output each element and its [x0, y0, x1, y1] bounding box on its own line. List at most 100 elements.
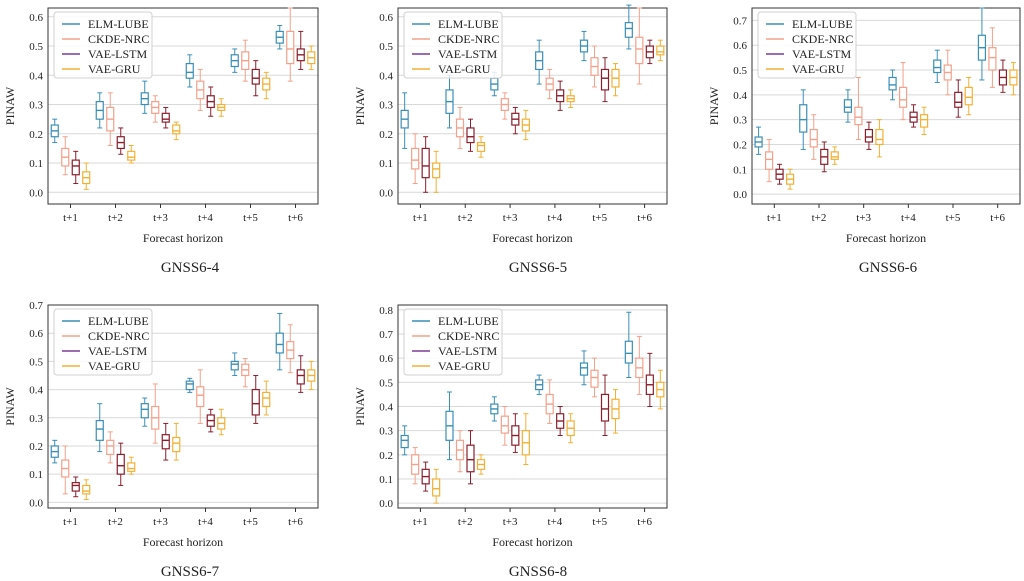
legend-label: ELM-LUBE	[792, 17, 853, 31]
x-tick-label: t+1	[413, 212, 428, 224]
box-vae-lstm-t+3	[511, 106, 520, 135]
box-body	[500, 415, 509, 434]
box-vae-gru-t+1	[82, 162, 91, 190]
box-body	[624, 340, 633, 364]
y-tick-label: 0.8	[379, 305, 393, 317]
box-body	[919, 114, 929, 128]
legend-box	[757, 11, 857, 79]
box-vae-gru-t+2	[476, 454, 486, 475]
x-tick-label: t+2	[812, 212, 827, 224]
box-ckde-nrc-t+2	[455, 106, 465, 149]
box-elm-lube-t+2	[95, 403, 104, 453]
box-ckde-nrc-t+5	[241, 39, 250, 82]
y-tick-label: 0.2	[29, 441, 43, 453]
y-tick-label: 0.4	[29, 385, 43, 397]
box-vae-lstm-t+6	[296, 355, 305, 393]
box-body	[579, 362, 589, 376]
box-body	[600, 68, 610, 91]
y-tick-label: 0.1	[379, 474, 393, 486]
box-body	[411, 147, 420, 170]
box-vae-gru-t+3	[875, 119, 884, 158]
box-elm-lube-t+4	[185, 377, 194, 393]
box-body	[251, 68, 260, 85]
box-elm-lube-t+6	[977, 7, 987, 81]
box-body	[466, 127, 475, 144]
box-body	[286, 30, 295, 65]
box-vae-lstm-t+2	[466, 430, 475, 485]
box-body	[888, 76, 897, 91]
chart-panel-gnss6-4: 0.0 0.1 0.2 0.3 0.4 0.5 0.6 t+1 t+2 t+3 t+4 t+5 t+6 F…	[3, 7, 319, 276]
box-ckde-nrc-t+4	[545, 379, 554, 424]
box-vae-gru-t+2	[476, 136, 486, 158]
legend-label: VAE-LSTM	[438, 47, 497, 61]
y-tick-label: 0.0	[733, 189, 747, 201]
box-body	[590, 369, 599, 388]
box-body	[116, 453, 125, 475]
series-ckde-nrc	[61, 7, 295, 176]
y-tick-label: 0.3	[733, 115, 747, 127]
box-ckde-nrc-t+6	[988, 27, 997, 88]
box-vae-gru-t+1	[432, 150, 441, 193]
x-tick-label: t+1	[63, 212, 78, 224]
x-tick-label: t+6	[288, 212, 303, 224]
box-vae-lstm-t+3	[864, 121, 874, 150]
box-ckde-nrc-t+4	[196, 68, 205, 111]
box-body	[600, 393, 610, 422]
series-ckde-nrc	[764, 27, 997, 183]
box-body	[624, 22, 633, 38]
box-vae-lstm-t+5	[954, 79, 963, 118]
box-elm-lube-t+1	[400, 425, 409, 456]
box-ckde-nrc-t+1	[764, 138, 774, 183]
box-body	[161, 112, 170, 123]
plot-frame	[47, 7, 319, 205]
box-vae-gru-t+6	[656, 39, 665, 62]
box-elm-lube-t+6	[275, 25, 284, 50]
box-elm-lube-t+4	[185, 54, 194, 88]
box-ckde-nrc-t+6	[635, 7, 644, 85]
box-vae-lstm-t+5	[251, 60, 260, 97]
series-ckde-nrc	[61, 324, 295, 495]
legend-label: VAE-GRU	[792, 62, 845, 76]
box-body	[476, 141, 486, 152]
box-ckde-nrc-t+4	[545, 68, 554, 100]
legend-label: CKDE-NRC	[438, 329, 499, 343]
y-tick-label: 0.5	[733, 65, 747, 77]
x-tick-label: t+2	[108, 516, 123, 528]
x-tick-label: t+3	[153, 516, 168, 528]
box-ckde-nrc-t+2	[106, 431, 115, 464]
series-vae-gru	[82, 360, 316, 501]
chart-caption: GNSS6-6	[859, 260, 918, 276]
box-body	[864, 128, 874, 143]
box-ckde-nrc-t+4	[196, 369, 205, 424]
box-vae-gru-t+1	[785, 168, 795, 190]
box-ckde-nrc-t+2	[455, 430, 465, 473]
box-elm-lube-t+3	[490, 396, 499, 422]
x-tick-label: t+6	[288, 516, 303, 528]
box-ckde-nrc-t+5	[590, 45, 599, 88]
box-vae-gru-t+6	[307, 360, 316, 391]
y-tick-label: 0.3	[379, 426, 393, 438]
y-tick-label: 0.5	[379, 377, 393, 389]
y-tick-label: 0.3	[379, 100, 393, 112]
box-body	[185, 380, 194, 391]
box-vae-gru-t+4	[217, 408, 226, 436]
series-vae-lstm	[421, 352, 654, 492]
box-ckde-nrc-t+3	[151, 95, 160, 123]
box-vae-lstm-t+4	[556, 80, 565, 111]
box-ckde-nrc-t+5	[590, 357, 599, 398]
box-body	[466, 444, 475, 473]
box-body	[933, 59, 942, 74]
box-ckde-nrc-t+1	[411, 447, 420, 485]
box-ckde-nrc-t+1	[61, 136, 70, 176]
legend-label: VAE-LSTM	[792, 47, 851, 61]
box-vae-lstm-t+1	[421, 136, 430, 193]
box-vae-gru-t+6	[656, 369, 665, 410]
box-vae-gru-t+6	[1009, 62, 1018, 96]
box-ckde-nrc-t+6	[286, 7, 295, 82]
legend-label: ELM-LUBE	[438, 314, 499, 328]
box-vae-gru-t+5	[262, 71, 271, 100]
y-tick-label: 0.6	[379, 12, 393, 24]
